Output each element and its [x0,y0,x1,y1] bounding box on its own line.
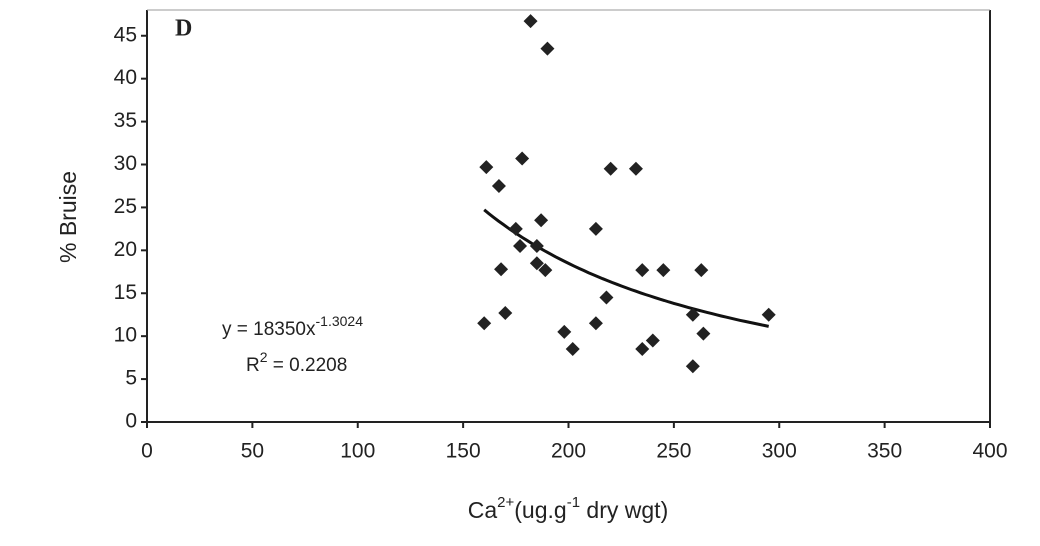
point [761,307,776,322]
point [645,333,660,348]
point [694,263,709,278]
y-tick-label: 15 [114,281,137,304]
x-label-part: dry wgt) [580,497,668,523]
point [588,221,603,236]
equation-exponent: -1.3024 [316,313,364,329]
r2-sup: 2 [260,349,268,365]
point [635,342,650,357]
point [685,307,700,322]
point [477,316,492,331]
y-tick-label: 35 [114,109,137,132]
point [498,305,513,320]
trend-line [483,208,770,328]
point [603,161,618,176]
x-tick-label: 100 [340,440,375,463]
x-axis-label: Ca2+(ug.g-1 dry wgt) [468,494,668,523]
point [529,239,544,254]
y-tick-label: 25 [114,195,137,218]
point [491,178,506,193]
x-tick-label: 150 [446,440,481,463]
x-tick-label: 350 [867,440,902,463]
y-tick-label: 40 [114,66,137,89]
point [508,221,523,236]
point [513,239,528,254]
x-label-sup: -1 [567,494,580,511]
x-tick-label: 200 [551,440,586,463]
point [588,316,603,331]
point [529,256,544,271]
point [494,262,509,277]
y-tick-label: 0 [125,410,137,433]
x-label-part: (ug.g [514,497,566,523]
x-label-part: Ca [468,497,498,523]
x-label-sup: 2+ [497,494,514,511]
y-tick-label: 45 [114,23,137,46]
y-tick-label: 10 [114,324,137,347]
panel-label: D [175,16,192,42]
y-tick-label: 30 [114,152,137,175]
point [523,14,538,29]
point [685,359,700,374]
x-tick-label: 50 [241,440,264,463]
r2-text: = 0.2208 [268,355,348,376]
point [599,290,614,305]
fit-r-squared: R2 = 0.2208 [246,349,347,376]
y-tick-label: 5 [125,367,137,390]
point [538,263,553,278]
point [557,324,572,339]
point [696,326,711,341]
x-tick-label: 400 [972,440,1007,463]
fit-equation: y = 18350x-1.3024 [222,313,363,340]
x-tick-label: 0 [141,440,153,463]
r2-text: R [246,355,260,376]
equation-text: y = 18350x [222,319,316,340]
point [540,41,555,56]
point [515,151,530,166]
point [628,161,643,176]
y-axis-label: % Bruise [55,171,81,263]
y-tick-label: 20 [114,238,137,261]
x-tick-label: 250 [656,440,691,463]
point [565,342,580,357]
point [656,263,671,278]
point [635,263,650,278]
point [534,213,549,228]
point [479,160,494,175]
x-tick-label: 300 [762,440,797,463]
